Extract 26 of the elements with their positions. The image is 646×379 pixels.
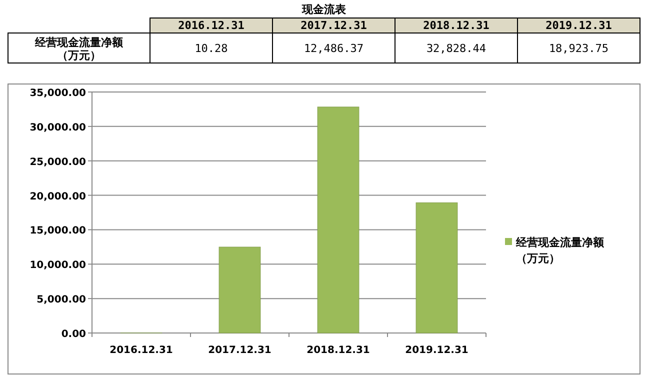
y-tick-label: 30,000.00 [30,122,86,134]
y-tick-label: 10,000.00 [30,260,86,272]
category-label: 2019.12.31 [546,19,612,32]
data-label: 32,828.44 [426,42,486,55]
bar [317,106,360,334]
data-label: 10.28 [194,42,228,55]
x-tick-label: 2017.12.31 [208,345,272,356]
text: 现金流表 [301,3,347,16]
y-tick-label: 20,000.00 [30,191,86,202]
bar [416,202,458,334]
y-tick-label: 5,000.00 [36,294,86,306]
x-tick-label: 2016.12.31 [110,345,173,356]
x-tick-label: 2019.12.31 [405,345,468,356]
text: 经营现金流量净额（万元） [35,36,123,62]
data-label: 12,486.37 [304,42,364,55]
category-label: 2018.12.31 [423,19,490,32]
x-tick-label: 2018.12.31 [306,345,370,356]
bar [218,246,261,334]
y-tick-label: 35,000.00 [30,88,86,99]
legend-label: 经营现金流量净额（万元） [515,236,605,265]
data-label: 18,923.75 [548,42,609,55]
y-tick-label: 0.00 [61,329,86,340]
category-label: 2017.12.31 [300,19,368,32]
y-tick-label: 25,000.00 [30,156,86,168]
y-tick-label: 15,000.00 [30,226,86,237]
category-label: 2016.12.31 [178,19,245,32]
